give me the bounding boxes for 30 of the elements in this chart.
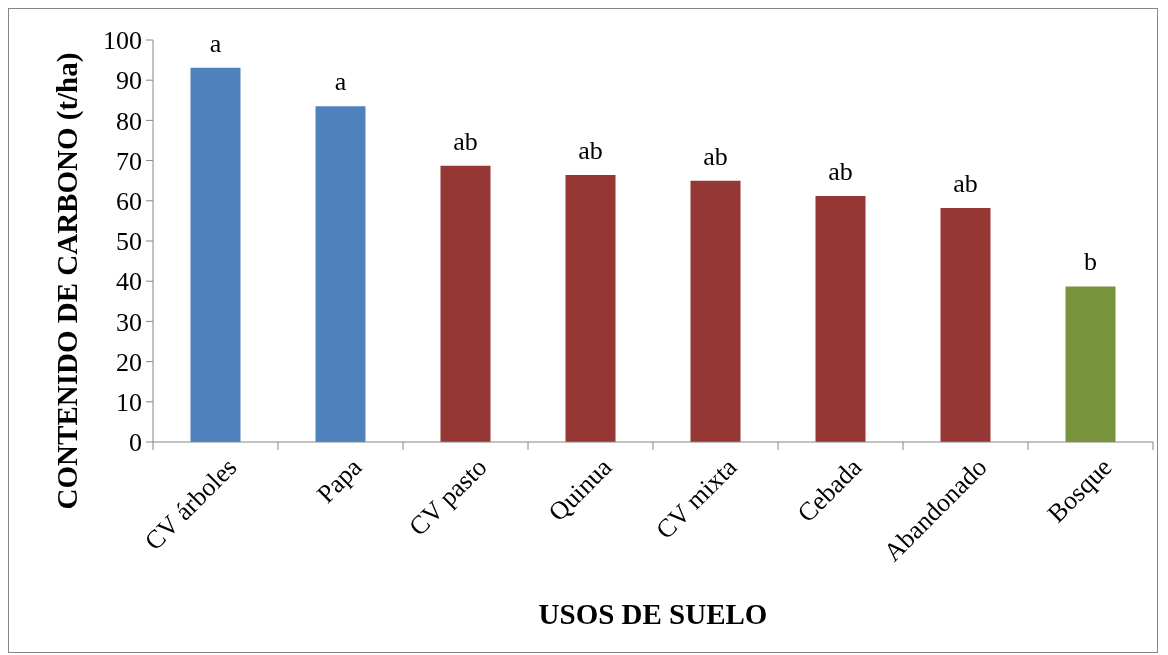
y-tick-label: 10 (116, 388, 142, 418)
y-tick-label: 50 (116, 227, 142, 257)
y-tick-label: 20 (116, 347, 142, 377)
bar (690, 180, 741, 442)
y-axis-title: CONTENIDO DE CARBONO (t/ha) (51, 52, 84, 510)
annotation: b (1084, 247, 1097, 277)
bar (940, 208, 991, 442)
x-tick-label: Papa (311, 452, 369, 509)
bar (815, 195, 866, 442)
bar (440, 165, 491, 442)
y-tick-label: 80 (116, 106, 142, 136)
annotation: ab (828, 156, 853, 186)
bar (1065, 286, 1116, 442)
y-tick-label: 70 (116, 146, 142, 176)
y-tick-label: 90 (116, 66, 142, 96)
bar (315, 106, 366, 442)
y-tick-label: 30 (116, 307, 142, 337)
y-tick-label: 0 (129, 428, 142, 458)
y-tick-label: 40 (116, 267, 142, 297)
annotation: ab (703, 141, 728, 171)
annotation: ab (953, 169, 978, 199)
x-axis-title: USOS DE SUELO (538, 598, 768, 630)
annotation: a (334, 67, 347, 97)
y-tick-label: 60 (116, 187, 142, 217)
bar (565, 175, 616, 442)
annotation: ab (453, 126, 478, 156)
bar (190, 67, 241, 442)
annotation: a (209, 28, 222, 58)
y-tick-label: 100 (103, 26, 142, 56)
annotation: ab (578, 136, 603, 166)
